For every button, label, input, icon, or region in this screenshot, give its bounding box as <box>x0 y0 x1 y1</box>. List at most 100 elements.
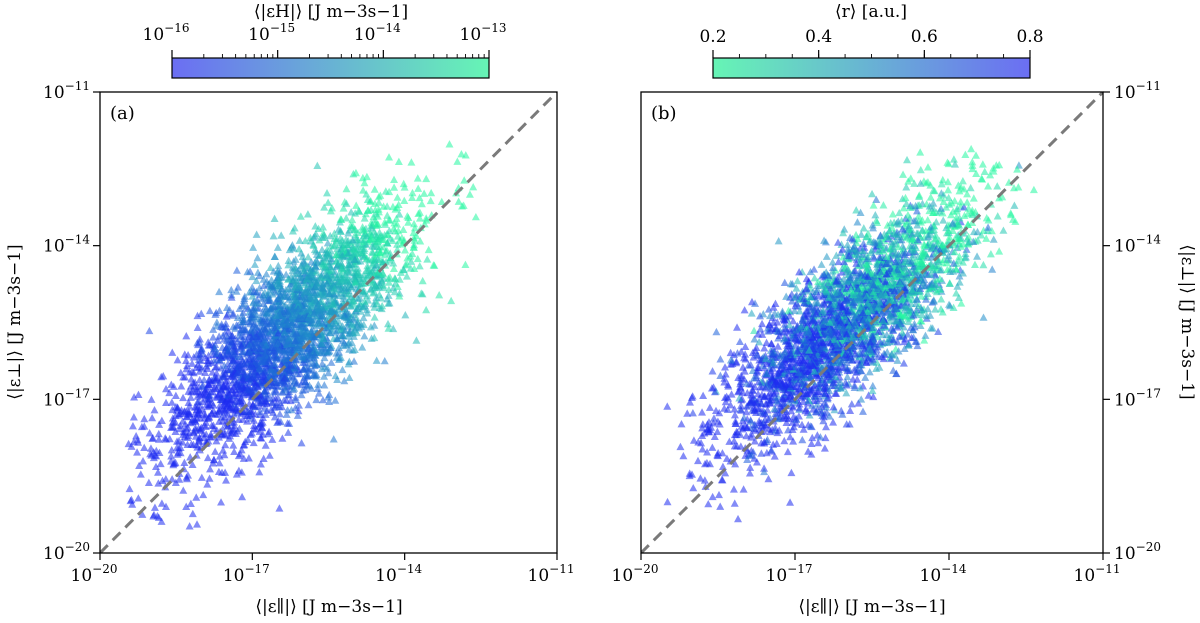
data-point <box>356 257 365 265</box>
data-point <box>334 322 343 330</box>
data-point <box>283 419 292 427</box>
data-point <box>306 293 315 301</box>
data-point <box>352 284 361 293</box>
data-point <box>225 305 234 314</box>
data-point <box>309 320 318 328</box>
data-point <box>243 385 252 393</box>
data-point <box>270 347 279 355</box>
data-point <box>359 186 368 194</box>
data-point <box>238 325 247 334</box>
data-point <box>249 307 258 315</box>
data-point <box>237 445 246 454</box>
data-point <box>303 329 312 337</box>
panel-a-identity-line <box>100 92 557 553</box>
data-point <box>401 310 410 319</box>
colorbar-a-gradient <box>171 57 490 79</box>
data-point <box>283 320 292 328</box>
data-point <box>393 193 402 201</box>
data-point <box>362 255 371 263</box>
data-point <box>341 270 350 279</box>
data-point <box>331 396 340 404</box>
data-point <box>327 254 336 262</box>
data-point <box>295 236 304 244</box>
data-point <box>327 203 336 212</box>
data-point <box>913 221 922 229</box>
data-point <box>973 252 982 260</box>
data-point <box>206 430 215 438</box>
data-point <box>209 333 218 341</box>
data-point <box>307 316 316 324</box>
data-point <box>159 372 168 380</box>
data-point <box>227 337 236 346</box>
data-point <box>355 270 364 279</box>
data-point <box>190 382 199 390</box>
data-point <box>338 336 347 345</box>
data-point <box>286 396 295 405</box>
data-point <box>385 298 394 307</box>
data-point <box>155 448 164 457</box>
data-point <box>350 264 359 272</box>
data-point <box>970 260 979 268</box>
data-point <box>764 474 773 483</box>
data-point <box>148 413 157 422</box>
data-point <box>215 287 224 296</box>
data-point <box>215 355 224 364</box>
data-point <box>294 266 303 274</box>
data-point <box>408 188 417 197</box>
data-point <box>389 224 398 232</box>
data-point <box>242 411 251 419</box>
data-point <box>372 356 381 364</box>
data-point <box>742 402 751 410</box>
data-point <box>363 195 372 204</box>
data-point <box>321 254 330 262</box>
data-point <box>301 293 310 302</box>
data-point <box>913 341 922 350</box>
data-point <box>750 404 759 412</box>
data-point <box>852 206 861 214</box>
data-point <box>262 333 271 341</box>
data-point <box>344 332 353 340</box>
data-point <box>284 334 293 342</box>
data-point <box>184 471 193 479</box>
data-point <box>872 364 881 373</box>
data-point <box>348 236 357 244</box>
data-point <box>817 300 826 309</box>
data-point <box>406 252 415 260</box>
data-point <box>790 306 799 315</box>
data-point <box>995 160 1004 169</box>
data-point <box>270 252 279 260</box>
data-point <box>733 323 742 331</box>
data-point <box>373 255 382 263</box>
data-point <box>879 201 888 209</box>
data-point <box>422 305 431 314</box>
panel-a-xlabel: ⟨|ε∥|⟩ [J m−3s−1] <box>255 597 402 617</box>
data-point <box>180 350 189 358</box>
data-point <box>188 460 197 469</box>
data-point <box>396 268 405 276</box>
data-point <box>238 311 247 319</box>
data-point <box>829 418 838 426</box>
data-point <box>309 240 318 248</box>
data-point <box>932 275 941 284</box>
data-point <box>212 369 221 377</box>
data-point <box>284 284 293 293</box>
data-point <box>232 403 241 411</box>
data-point <box>264 293 273 302</box>
data-point <box>184 398 193 406</box>
data-point <box>847 400 856 408</box>
data-point <box>956 197 965 206</box>
data-point <box>375 278 384 287</box>
data-point <box>426 196 435 205</box>
data-point <box>374 192 383 201</box>
data-point <box>269 316 278 324</box>
data-point <box>917 317 926 325</box>
data-point <box>374 198 383 206</box>
data-point <box>215 459 224 467</box>
data-point <box>330 284 339 292</box>
data-point <box>180 407 189 415</box>
data-point <box>246 317 255 325</box>
data-point <box>780 412 789 420</box>
data-point <box>236 359 245 368</box>
data-point <box>267 281 276 290</box>
data-point <box>406 264 415 272</box>
